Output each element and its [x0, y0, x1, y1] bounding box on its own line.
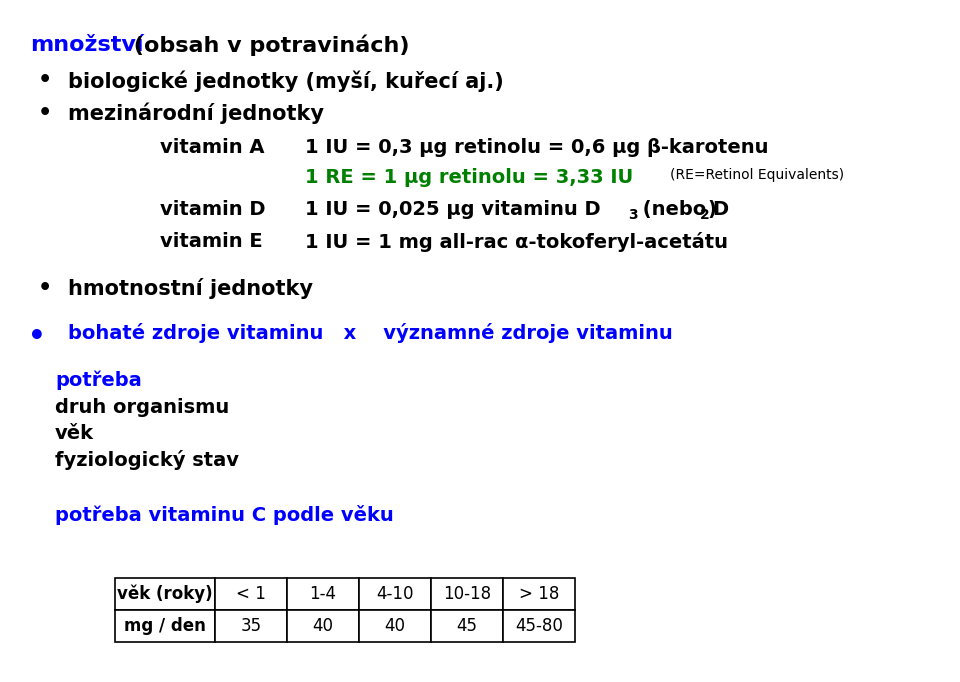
- Text: (nebo D: (nebo D: [636, 200, 730, 219]
- Bar: [115, 578, 215, 610]
- Bar: [431, 610, 503, 642]
- Text: 45: 45: [457, 617, 477, 635]
- Text: potřeba vitaminu C podle věku: potřeba vitaminu C podle věku: [55, 505, 394, 525]
- Text: věk (roky): věk (roky): [117, 584, 213, 604]
- Bar: [215, 610, 287, 642]
- Text: mg / den: mg / den: [124, 617, 206, 635]
- Text: věk: věk: [55, 424, 94, 443]
- Bar: [359, 610, 431, 642]
- Bar: [503, 610, 575, 642]
- Bar: [359, 578, 431, 610]
- Text: potřeba: potřeba: [55, 370, 142, 389]
- Text: 10-18: 10-18: [443, 585, 492, 603]
- Text: > 18: > 18: [518, 585, 559, 603]
- Text: 1 IU = 0,025 μg vitaminu D: 1 IU = 0,025 μg vitaminu D: [305, 200, 601, 219]
- Text: (RE=Retinol Equivalents): (RE=Retinol Equivalents): [670, 168, 844, 182]
- Text: vitamin D: vitamin D: [160, 200, 266, 219]
- Text: < 1: < 1: [236, 585, 266, 603]
- Text: vitamin E: vitamin E: [160, 232, 263, 251]
- Text: 1-4: 1-4: [309, 585, 337, 603]
- Text: 35: 35: [240, 617, 261, 635]
- Text: 40: 40: [313, 617, 333, 635]
- Text: mezinárodní jednotky: mezinárodní jednotky: [68, 103, 324, 125]
- Text: •: •: [38, 70, 52, 90]
- Text: 2: 2: [700, 208, 709, 222]
- Text: ): ): [707, 200, 716, 219]
- Text: 1 IU = 0,3 μg retinolu = 0,6 μg β-karotenu: 1 IU = 0,3 μg retinolu = 0,6 μg β-karote…: [305, 138, 769, 157]
- Text: vitamin A: vitamin A: [160, 138, 265, 157]
- Bar: [287, 610, 359, 642]
- Text: 3: 3: [628, 208, 637, 222]
- Text: druh organismu: druh organismu: [55, 398, 229, 417]
- Bar: [431, 578, 503, 610]
- Text: množství: množství: [30, 35, 143, 55]
- Text: •: •: [28, 323, 46, 351]
- Text: •: •: [38, 278, 52, 298]
- Text: fyziologický stav: fyziologický stav: [55, 450, 239, 470]
- Text: •: •: [38, 103, 52, 123]
- Text: 1 IU = 1 mg all-rac α-tokoferyl-acetátu: 1 IU = 1 mg all-rac α-tokoferyl-acetátu: [305, 232, 728, 252]
- Text: (obsah v potravinách): (obsah v potravinách): [126, 35, 410, 57]
- Text: bohaté zdroje vitaminu   x    významné zdroje vitaminu: bohaté zdroje vitaminu x významné zdroje…: [68, 323, 673, 343]
- Text: 45-80: 45-80: [516, 617, 563, 635]
- Text: 40: 40: [385, 617, 405, 635]
- Text: hmotnostní jednotky: hmotnostní jednotky: [68, 278, 313, 299]
- Bar: [215, 578, 287, 610]
- Bar: [503, 578, 575, 610]
- Text: 1 RE = 1 μg retinolu = 3,33 IU: 1 RE = 1 μg retinolu = 3,33 IU: [305, 168, 634, 187]
- Text: 4-10: 4-10: [376, 585, 414, 603]
- Bar: [287, 578, 359, 610]
- Text: biologické jednotky (myší, kuřecí aj.): biologické jednotky (myší, kuřecí aj.): [68, 70, 504, 91]
- Bar: [115, 610, 215, 642]
